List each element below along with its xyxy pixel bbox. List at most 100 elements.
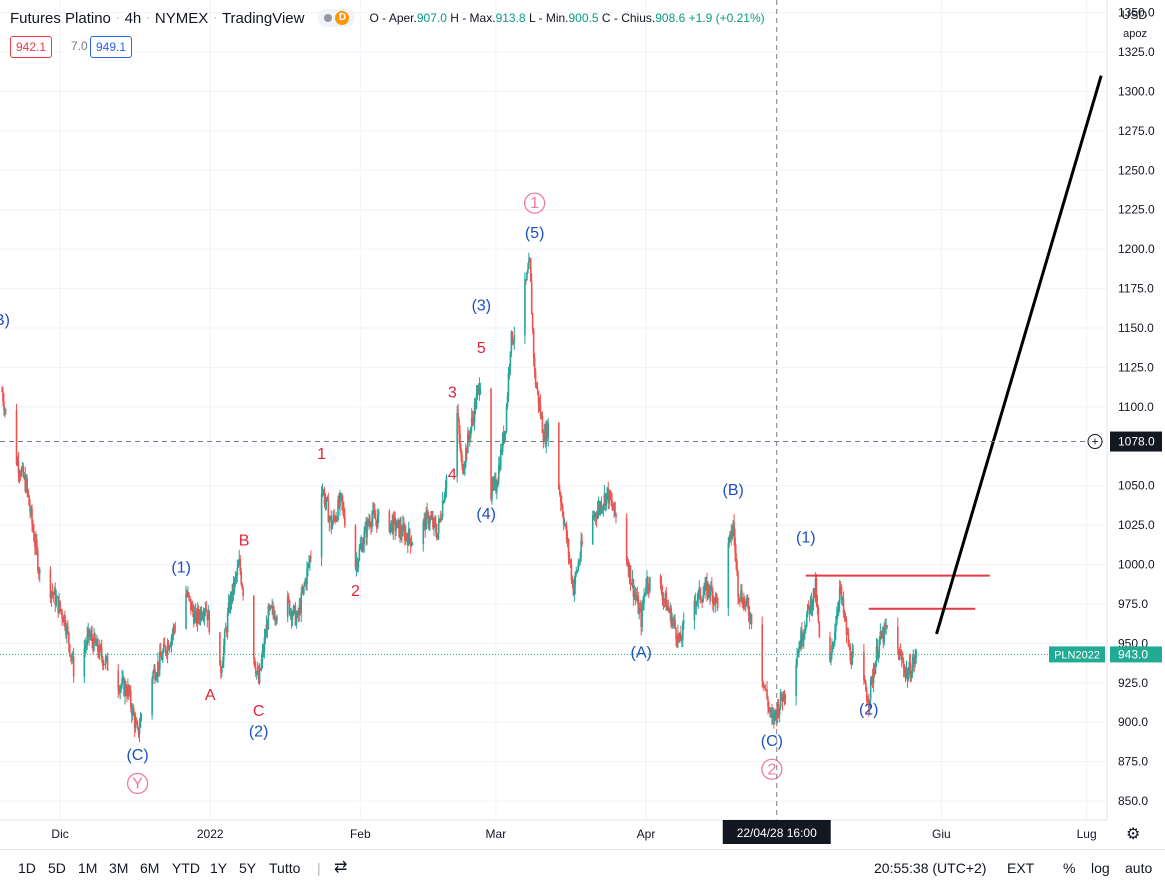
candle-body — [633, 592, 636, 597]
auto-scale-toggle[interactable]: auto — [1125, 860, 1153, 876]
candle-body — [702, 595, 704, 602]
time-tick-label: Feb — [350, 827, 371, 841]
candle-body — [471, 417, 474, 419]
candle-body — [329, 516, 332, 518]
range-1d[interactable]: 1D — [18, 860, 36, 876]
candle-body — [629, 565, 632, 584]
wave-label: (A) — [630, 645, 651, 662]
exchange-label: NYMEX — [154, 9, 209, 27]
candle-body — [595, 516, 598, 519]
crosshair-time-label: 22/04/28 16:00 — [737, 826, 817, 840]
wave-label: Y — [132, 775, 143, 792]
range-ytd[interactable]: YTD — [172, 860, 200, 876]
candle-body — [196, 608, 199, 624]
wave-label: B — [239, 533, 250, 550]
candle-body — [363, 531, 365, 544]
candle-body — [815, 578, 818, 604]
candle-body — [2, 391, 4, 402]
interval-label[interactable]: 4h — [124, 9, 142, 27]
candle-body — [465, 447, 467, 464]
candle-body — [492, 482, 494, 486]
price-tick-label: 1175.0 — [1118, 282, 1154, 296]
drawing-annotations[interactable] — [805, 75, 1103, 635]
price-tick-label: 975.0 — [1118, 597, 1148, 611]
candle-body — [290, 610, 293, 620]
candle-body — [263, 637, 266, 652]
percent-scale-toggle[interactable]: % — [1063, 860, 1076, 876]
candle-body — [490, 388, 492, 499]
extended-hours-toggle[interactable]: EXT — [1007, 860, 1035, 876]
candle-body — [403, 524, 405, 529]
price-axis[interactable]: 850.0875.0900.0925.0950.0975.01000.01025… — [1049, 0, 1162, 820]
currency-selector[interactable]: USD — [1121, 8, 1147, 22]
log-scale-toggle[interactable]: log — [1091, 860, 1110, 876]
candle-body — [732, 522, 734, 533]
candle-body — [264, 637, 267, 639]
candle-body — [671, 620, 673, 627]
candle-body — [470, 417, 473, 428]
candle-body — [428, 523, 430, 525]
settings-gear-icon[interactable]: ⚙ — [1126, 826, 1141, 843]
candle-body — [500, 449, 503, 453]
candle-body — [438, 518, 441, 521]
candle-body — [604, 494, 607, 506]
candle-body — [62, 618, 64, 623]
candle-body — [748, 615, 751, 622]
candle-body — [140, 714, 143, 718]
candle-body — [186, 593, 188, 596]
candle-body — [375, 518, 377, 520]
date-range-icon[interactable]: ⇄ — [334, 859, 348, 876]
range-6m[interactable]: 6M — [140, 860, 160, 876]
candle-body — [394, 517, 396, 531]
candle-body — [727, 543, 730, 609]
candle-body — [443, 494, 446, 503]
clock-timezone[interactable]: 20:55:38 (UTC+2) — [874, 860, 987, 876]
candle-body — [903, 668, 906, 675]
symbol-name[interactable]: Futures Platino — [10, 9, 111, 27]
range-1y[interactable]: 1Y — [210, 860, 228, 876]
candle-body — [644, 592, 646, 596]
candle-body — [191, 604, 193, 611]
candle-body — [814, 578, 817, 596]
candle-body — [478, 384, 481, 394]
candle-body — [608, 490, 610, 504]
candle-body — [102, 663, 105, 666]
candle-body — [57, 596, 59, 613]
range-5d[interactable]: 5D — [48, 860, 66, 876]
candle-body — [473, 402, 476, 423]
candle-body — [712, 598, 715, 604]
candle-body — [682, 623, 684, 640]
candle-body — [706, 581, 708, 597]
candle-body — [774, 710, 776, 721]
sell-price-button[interactable]: 942.1 — [10, 36, 53, 58]
candle-body — [266, 624, 269, 630]
candle-body — [193, 613, 196, 624]
candle-body — [596, 510, 599, 519]
candle-body — [910, 675, 913, 678]
candle-body — [323, 491, 326, 504]
price-tick-label: 850.0 — [1118, 794, 1148, 808]
candle-body — [222, 661, 224, 668]
unit-selector[interactable]: apoz — [1123, 28, 1147, 40]
candle-body — [774, 710, 777, 713]
buy-price-button[interactable]: 949.1 — [90, 36, 133, 58]
candle-body — [676, 638, 678, 643]
market-status-pill[interactable]: D — [318, 9, 356, 27]
candle-body — [696, 600, 699, 603]
time-axis[interactable]: Dic 2022 Feb Mar Apr Giu Lug 22/04/28 16:00 — [0, 819, 1107, 844]
candle-body — [227, 602, 230, 614]
candle-body — [325, 497, 328, 503]
candle-body — [736, 560, 738, 572]
range-5y[interactable]: 5Y — [239, 860, 257, 876]
candlestick-series — [1, 252, 917, 743]
candle-body — [600, 502, 603, 511]
range-3m[interactable]: 3M — [109, 860, 129, 876]
candle-body — [15, 410, 18, 465]
candle-body — [863, 652, 865, 681]
range-1m[interactable]: 1M — [78, 860, 98, 876]
candle-body — [570, 564, 573, 581]
spread-value: 7.0 — [66, 36, 93, 56]
range-all[interactable]: Tutto — [269, 860, 301, 876]
candle-body — [541, 415, 544, 434]
